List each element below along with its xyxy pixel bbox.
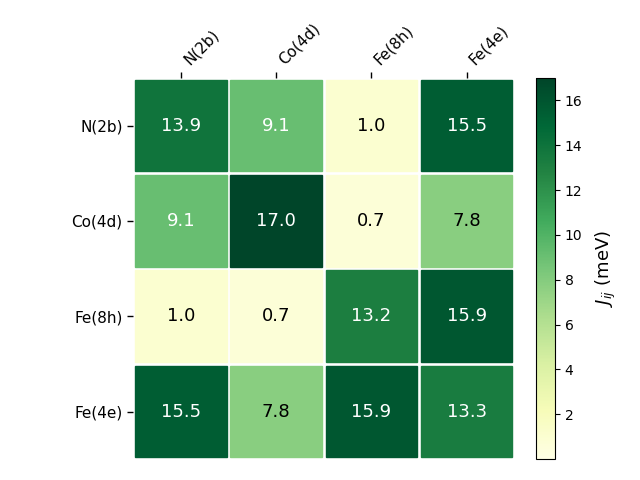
Text: 7.8: 7.8 [262,403,291,420]
Bar [421,271,513,362]
Bar [421,175,513,267]
Text: 15.5: 15.5 [447,117,486,135]
Text: 9.1: 9.1 [262,117,291,135]
Text: 0.7: 0.7 [357,212,386,230]
Bar [135,80,227,171]
Bar [135,366,227,457]
Text: 0.7: 0.7 [262,307,291,325]
Text: 17.0: 17.0 [256,212,296,230]
Bar [421,80,513,171]
Text: 15.9: 15.9 [351,403,392,420]
Text: 9.1: 9.1 [166,212,195,230]
Bar [135,271,227,362]
Bar [230,271,322,362]
Text: 13.9: 13.9 [161,117,201,135]
Bar [230,175,322,267]
Bar [135,175,227,267]
Text: 1.0: 1.0 [166,307,195,325]
Bar [326,80,417,171]
Bar [230,366,322,457]
Text: 15.5: 15.5 [161,403,201,420]
Bar [421,366,513,457]
Text: 13.2: 13.2 [351,307,392,325]
Bar [326,175,417,267]
Text: 7.8: 7.8 [452,212,481,230]
Text: 1.0: 1.0 [357,117,385,135]
Bar [230,80,322,171]
Text: 13.3: 13.3 [447,403,486,420]
Text: 15.9: 15.9 [447,307,486,325]
Bar [326,366,417,457]
Y-axis label: $J_{ij}$ (meV): $J_{ij}$ (meV) [593,230,618,307]
Bar [326,271,417,362]
